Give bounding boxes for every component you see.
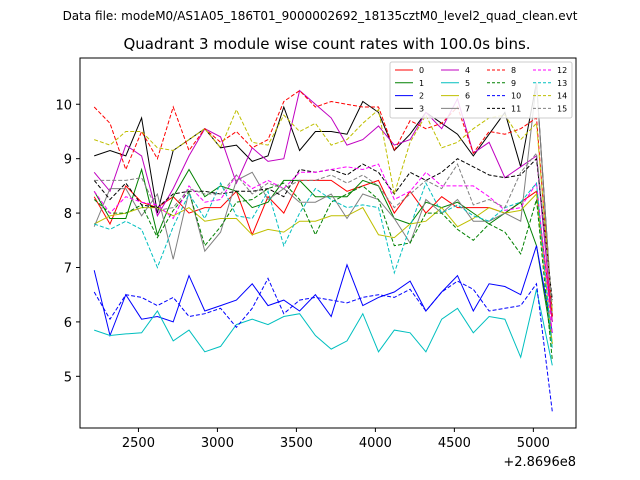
y-tick-label: 7	[64, 261, 72, 276]
legend-label-15: 15	[557, 104, 567, 113]
series-line-9	[93, 182, 553, 361]
series-line-2	[93, 245, 553, 338]
legend-label-10: 10	[511, 92, 521, 101]
x-tick-label: 5000	[517, 436, 550, 451]
axes-frame	[79, 57, 577, 429]
series-line-8	[93, 89, 553, 317]
series-line-10	[93, 277, 553, 412]
legend-label-9: 9	[511, 79, 516, 88]
x-tick-label: 2500	[122, 436, 155, 451]
series-line-1	[93, 167, 553, 344]
series-line-7	[93, 82, 553, 317]
x-tick-label: 3000	[201, 436, 234, 451]
series-line-3	[94, 82, 553, 317]
legend-label-4: 4	[465, 66, 470, 75]
y-tick-label: 5	[64, 370, 72, 385]
legend-label-12: 12	[557, 66, 567, 75]
legend-label-5: 5	[465, 79, 470, 88]
x-offset-label: +2.8696e8	[503, 455, 576, 470]
legend-label-7: 7	[465, 104, 470, 113]
chart-title: Quadrant 3 module wise count rates with …	[123, 35, 530, 53]
series-layer	[93, 82, 553, 412]
legend-label-2: 2	[419, 92, 424, 101]
x-axis: 2500 3000 3500 4000 4500 5000	[122, 428, 550, 451]
y-axis: 5 6 7 8 9 10	[55, 98, 80, 385]
legend-label-1: 1	[419, 79, 424, 88]
legend-label-14: 14	[557, 92, 567, 101]
series-line-0	[93, 179, 553, 322]
series-line-13	[94, 181, 553, 350]
legend-label-11: 11	[511, 104, 521, 113]
legend-label-0: 0	[419, 66, 424, 75]
x-tick-label: 4000	[359, 436, 392, 451]
legend-label-3: 3	[419, 104, 424, 113]
y-tick-label: 8	[64, 207, 72, 222]
y-tick-label: 10	[55, 98, 72, 113]
series-line-5	[94, 289, 553, 366]
legend-label-8: 8	[511, 66, 516, 75]
legend-label-6: 6	[465, 92, 470, 101]
series-line-14	[94, 108, 553, 312]
x-tick-label: 4500	[438, 436, 471, 451]
series-line-15	[94, 151, 553, 306]
legend-box	[389, 61, 573, 119]
suptitle: Data file: modeM0/AS1A05_186T01_90000026…	[63, 9, 578, 23]
series-line-4	[93, 89, 553, 322]
x-tick-label: 3500	[280, 436, 313, 451]
y-tick-label: 6	[64, 316, 72, 331]
y-tick-label: 9	[64, 153, 72, 168]
series-line-12	[93, 163, 553, 333]
legend-label-13: 13	[557, 79, 567, 88]
